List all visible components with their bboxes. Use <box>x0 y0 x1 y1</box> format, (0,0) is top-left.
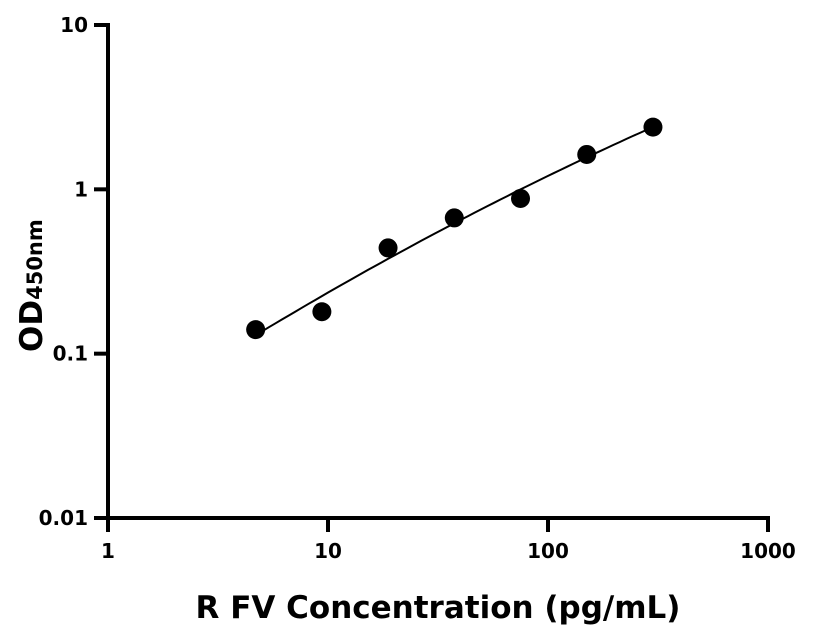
x-tick-label: 10 <box>314 539 342 563</box>
y-tick-label: 0.01 <box>39 506 88 530</box>
data-points <box>246 117 663 340</box>
y-axis-label-subscript: 450nm <box>23 219 47 300</box>
x-tick-label: 1 <box>101 539 115 563</box>
x-tick-label: 1000 <box>740 539 796 563</box>
x-axis-label: R FV Concentration (pg/mL) <box>196 590 681 626</box>
data-point <box>511 188 531 208</box>
x-tick-label: 100 <box>527 539 569 563</box>
data-point <box>643 117 663 137</box>
axes: 0.01 0.1 1 10 1 10 100 1000 <box>39 13 796 563</box>
data-point <box>378 238 398 258</box>
y-tick-label: 10 <box>60 13 88 37</box>
y-axis-label: OD450nm <box>14 219 50 352</box>
data-point <box>577 144 597 164</box>
data-point <box>444 208 464 228</box>
data-point <box>312 302 332 322</box>
y-axis-label-main: OD <box>14 300 50 352</box>
data-point <box>246 320 266 340</box>
y-tick-label: 1 <box>74 177 88 201</box>
y-tick-label: 0.1 <box>53 342 88 366</box>
